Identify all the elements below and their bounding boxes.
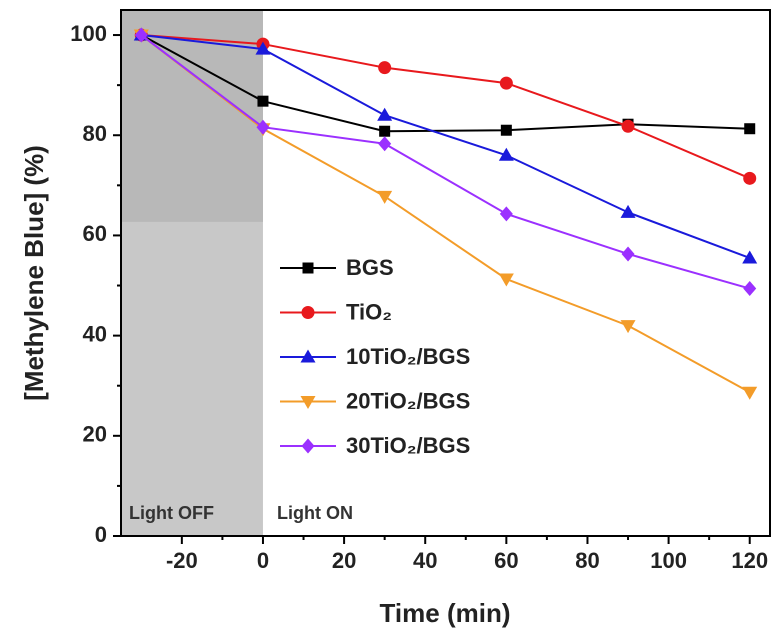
marker — [302, 262, 314, 274]
x-tick-label: 60 — [494, 548, 518, 573]
annotation: Light OFF — [129, 503, 214, 523]
marker — [743, 171, 757, 185]
shaded-region — [121, 10, 263, 222]
legend-label: BGS — [346, 255, 394, 280]
y-axis-title: [Methylene Blue] (%) — [19, 145, 49, 401]
x-tick-label: 0 — [257, 548, 269, 573]
marker — [498, 273, 514, 287]
marker — [498, 147, 514, 161]
marker — [300, 396, 316, 409]
marker — [621, 246, 635, 262]
legend-label: 30TiO₂/BGS — [346, 433, 470, 458]
marker — [500, 124, 512, 136]
legend-label: 10TiO₂/BGS — [346, 344, 470, 369]
marker — [134, 27, 148, 43]
marker — [499, 76, 513, 90]
marker — [742, 386, 758, 400]
legend-label: TiO₂ — [346, 299, 392, 324]
marker — [743, 281, 757, 297]
x-axis-title: Time (min) — [380, 598, 511, 628]
marker — [378, 61, 392, 75]
x-tick-label: 40 — [413, 548, 437, 573]
marker — [377, 107, 393, 121]
plot-frame — [120, 9, 771, 537]
y-tick-label: 80 — [83, 121, 107, 146]
marker — [620, 204, 636, 218]
y-tick-label: 60 — [83, 221, 107, 246]
series-line — [140, 34, 750, 290]
y-tick-label: 40 — [83, 321, 107, 346]
marker — [378, 136, 392, 152]
x-tick-label: 120 — [731, 548, 768, 573]
marker — [301, 306, 315, 319]
x-tick-label: 80 — [575, 548, 599, 573]
y-tick-label: 20 — [83, 422, 107, 447]
x-tick-label: 20 — [332, 548, 356, 573]
marker — [620, 320, 636, 334]
marker — [256, 119, 270, 135]
marker — [255, 41, 271, 55]
annotation: Light ON — [277, 503, 353, 523]
legend-label: 20TiO₂/BGS — [346, 388, 470, 413]
y-tick-label: 0 — [95, 522, 107, 547]
marker — [744, 123, 756, 135]
marker — [300, 349, 316, 363]
marker — [621, 119, 635, 133]
x-tick-label: 100 — [650, 548, 687, 573]
marker — [257, 95, 269, 107]
series-line — [141, 34, 751, 259]
marker — [377, 190, 393, 204]
x-tick-label: -20 — [166, 548, 198, 573]
marker — [301, 438, 315, 454]
marker — [379, 125, 391, 137]
series-line — [140, 34, 750, 133]
y-tick-label: 100 — [70, 21, 107, 46]
series-line — [141, 34, 751, 180]
marker — [499, 206, 513, 222]
marker — [742, 250, 758, 264]
